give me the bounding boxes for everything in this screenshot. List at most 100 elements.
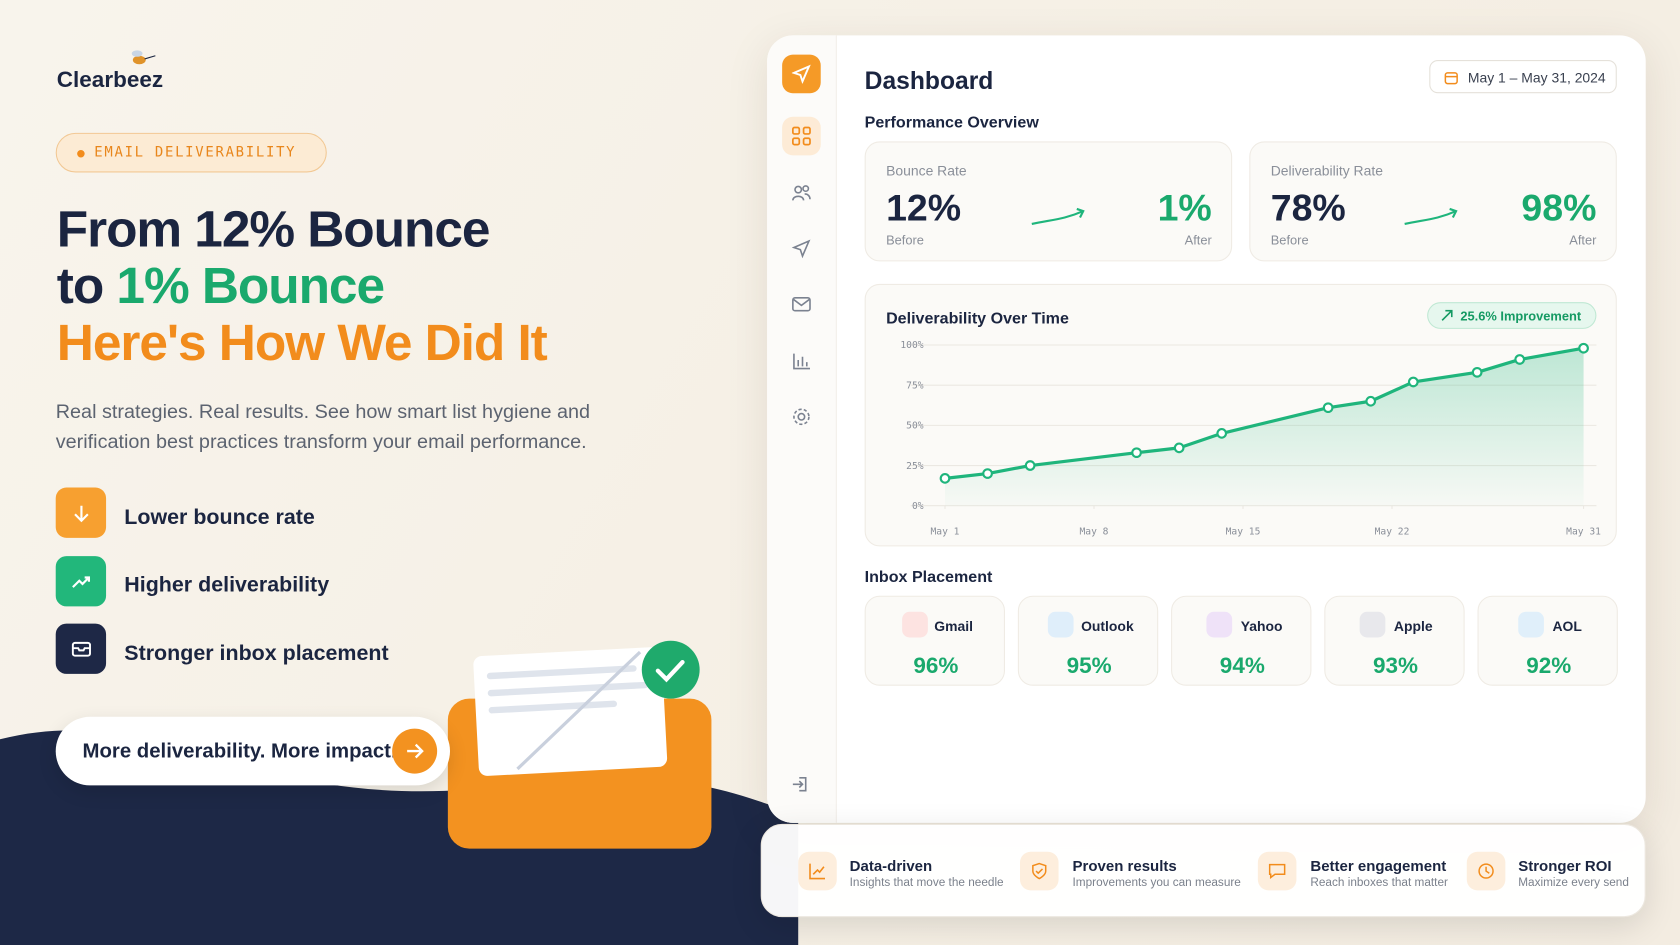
point [1578,342,1589,354]
y-tick-label: 50% [906,421,924,432]
provider-icon [1047,611,1074,638]
point [1407,376,1419,388]
benefit-title: Proven results [1072,857,1177,875]
inbox-card: AOL 92% [1477,595,1618,686]
area [945,348,1584,506]
metric-before-label: Before [1270,232,1309,248]
headline-line: From 12% Bounce [56,201,491,259]
benefits-bar: Data-driven Insights that move the needl… [760,823,1646,918]
provider-name: Apple [1393,618,1433,635]
inbox-icon [71,641,91,657]
brand-logo: Clearbeez [56,67,164,93]
nav-campaigns[interactable] [791,239,811,259]
nav-users[interactable] [792,183,811,202]
calendar-icon [1444,72,1458,85]
nav-dashboard[interactable] [782,116,821,156]
grid-icon [792,126,811,146]
metric-before-label: Before [886,232,924,248]
y-tick-label: 100% [900,340,923,351]
metric-after: 1% [1157,187,1212,230]
subtitle: Real strategies. Real results. See how s… [55,399,591,453]
benefit-subtitle: Maximize every send [1518,876,1629,890]
x-tick-label: May 31 [1566,527,1601,538]
point [982,468,993,479]
tag-text: EMAIL DELIVERABILITY [94,144,297,161]
provider-name: Yahoo [1240,618,1283,635]
provider-name: Gmail [934,618,973,635]
benefit-subtitle: Improvements you can measure [1072,876,1241,890]
feature-text: Lower bounce rate [124,505,315,530]
inbox-card: Outlook 95% [1017,595,1159,686]
feature-icon [55,556,107,607]
dashboard-title: Dashboard [864,66,994,95]
point [1514,354,1526,365]
metric-before: 78% [1270,187,1346,230]
x-tick-label: May 1 [931,527,960,538]
date-range: May 1 – May 31, 2024 [1467,69,1606,86]
chart-icon [809,863,826,880]
point [1365,395,1377,407]
point [1216,428,1228,439]
headline-line: to 1% Bounce [56,258,385,316]
metric-arrow [1031,207,1085,225]
feature-icon [55,487,107,538]
metric-arrow [1404,207,1458,225]
benefit-icon [1020,851,1059,891]
cta-arrow[interactable] [392,728,438,774]
y-tick-label: 25% [906,461,924,472]
x-tick-label: May 15 [1226,527,1261,538]
improvement-badge: 25.6% Improvement [1427,302,1597,329]
x-tick-label: May 22 [1375,527,1410,538]
check-circle [641,640,700,699]
provider-icon [1359,611,1386,638]
provider-icon [902,611,928,638]
nav-mail[interactable] [792,295,811,314]
headline-text: to [56,258,104,316]
date-picker[interactable]: May 1 – May 31, 2024 [1429,60,1617,94]
metric-card: Deliverability Rate 78% Before 98% After [1249,141,1617,262]
trend-up [71,575,90,588]
message-icon [1268,863,1286,880]
nav-home[interactable] [782,54,821,94]
provider-icon [1518,611,1544,638]
benefit-subtitle: Insights that move the needle [849,876,1004,890]
cta-pill[interactable]: More deliverability. More impact. [55,716,451,786]
benefit-title: Better engagement [1310,857,1447,875]
bee-icon [131,50,156,65]
point [1322,402,1334,414]
benefit-icon [798,851,837,891]
inbox-card: Apple 93% [1324,595,1465,686]
feature-icon [55,623,107,674]
x-tick-label: May 8 [1080,527,1109,538]
metric-card: Bounce Rate 12% Before 1% After [864,141,1233,262]
metric-after-label: After [1569,232,1597,248]
benefit-subtitle: Reach inboxes that matter [1310,876,1448,890]
send-icon [791,64,811,84]
nav-reports[interactable] [792,351,811,370]
provider-value: 93% [1373,653,1419,679]
provider-value: 96% [913,653,959,679]
point [939,473,951,484]
point [1131,447,1142,459]
point [1173,442,1185,454]
benefit-title: Data-driven [849,857,933,875]
inbox-card: Gmail 96% [864,595,1006,686]
badge-arrow [1441,309,1453,321]
check-icon [655,660,685,683]
feature-text: Stronger inbox placement [124,641,389,666]
tag-dot [77,150,85,158]
sidebar [767,35,837,823]
section-title: Performance Overview [864,113,1039,132]
headline-line: Here's How We Did It [56,315,548,372]
line [944,346,1584,480]
nav-settings[interactable] [792,407,811,426]
arrow-down [73,505,89,522]
cta-text: More deliverability. More impact. [82,740,397,763]
mail-card [473,647,668,776]
nav-logout[interactable] [792,775,811,794]
provider-icon [1206,611,1233,638]
